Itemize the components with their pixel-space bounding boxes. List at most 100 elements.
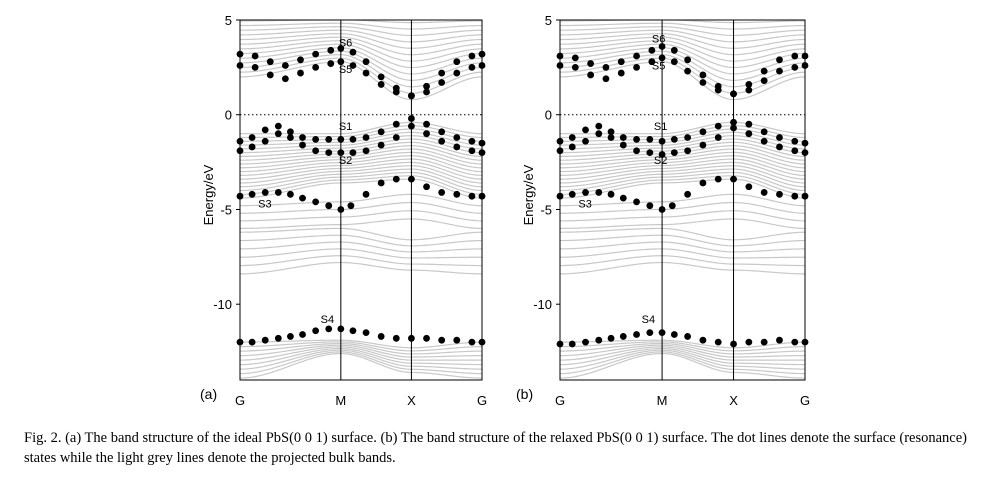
bulk-band-line	[560, 151, 805, 169]
surface-state-point	[745, 338, 753, 346]
surface-state-point	[730, 124, 737, 132]
surface-state-point	[648, 46, 656, 54]
surface-state-point	[745, 86, 753, 94]
surface-state-point	[468, 63, 476, 71]
bulk-band-line	[560, 155, 805, 173]
bulk-band-line	[560, 36, 805, 56]
surface-state-point	[468, 338, 476, 346]
surface-state-point	[646, 135, 654, 143]
surface-state-point	[337, 135, 345, 143]
surface-state-point	[568, 190, 576, 198]
surface-state-point	[281, 62, 289, 69]
surface-state-point	[745, 120, 753, 128]
surface-state-point	[408, 122, 415, 130]
bulk-band-line	[240, 43, 482, 69]
surface-state-point	[633, 147, 640, 155]
surface-state-point	[312, 198, 320, 206]
bulk-band-line	[240, 158, 482, 176]
surface-state-point	[607, 134, 615, 141]
surface-state-point	[468, 192, 476, 200]
surface-state-label: S3	[578, 199, 591, 211]
surface-state-point	[392, 175, 400, 183]
surface-state-point	[633, 52, 640, 60]
surface-state-point	[362, 134, 370, 141]
bulk-band-line	[560, 57, 805, 94]
surface-state-point	[668, 202, 676, 210]
surface-state-point	[438, 137, 446, 145]
bulk-band-line	[560, 29, 805, 43]
bulk-band-line	[240, 131, 482, 146]
surface-state-point	[337, 206, 345, 213]
bulk-band-line	[240, 347, 482, 366]
surface-state-point	[408, 334, 415, 342]
surface-state-point	[453, 143, 461, 151]
surface-state-point	[438, 189, 446, 196]
y-tick-label: 5	[225, 13, 232, 28]
surface-state-point	[349, 135, 357, 143]
surface-state-point	[312, 135, 320, 143]
surface-states	[556, 43, 809, 348]
surface-state-point	[297, 56, 304, 64]
surface-state-point	[582, 338, 589, 346]
bulk-band-line	[240, 36, 482, 56]
bulk-band-line	[240, 201, 482, 214]
surface-state-point	[699, 141, 707, 149]
surface-state-point	[453, 134, 461, 141]
bulk-band-line	[560, 26, 805, 37]
surface-state-point	[699, 79, 707, 86]
bulk-band-line	[240, 161, 482, 180]
surface-state-point	[670, 331, 678, 338]
surface-state-point	[776, 190, 783, 198]
bulk-band-line	[560, 131, 805, 146]
surface-state-point	[648, 58, 656, 66]
surface-state-point	[791, 52, 799, 60]
surface-state-point	[392, 134, 400, 141]
bulk-band-line	[240, 148, 482, 165]
surface-state-point	[587, 60, 595, 67]
surface-state-point	[730, 340, 737, 348]
y-tick-label: 5	[545, 13, 552, 28]
k-point-label: G	[235, 393, 245, 408]
k-point-label: M	[657, 393, 668, 408]
surface-state-point	[684, 56, 692, 64]
bulk-band-line	[240, 171, 482, 192]
surface-state-point	[274, 122, 282, 130]
surface-state-point	[619, 134, 627, 141]
bulk-band-line	[560, 47, 805, 75]
surface-state-point	[287, 128, 294, 136]
surface-state-point	[776, 143, 783, 151]
bulk-band-line	[240, 175, 482, 195]
y-tick-label: -10	[213, 297, 232, 312]
surface-state-point	[325, 149, 333, 157]
surface-state-point	[251, 52, 259, 60]
surface-state-point	[791, 338, 799, 346]
bulk-band-line	[240, 341, 482, 352]
surface-state-point	[377, 179, 385, 187]
surface-state-point	[714, 338, 722, 346]
surface-state-point	[568, 340, 576, 348]
bulk-band-line	[560, 344, 805, 358]
surface-state-point	[274, 189, 282, 196]
surface-state-point	[633, 63, 640, 71]
bulk-band-line	[560, 145, 805, 161]
surface-state-point	[423, 334, 430, 342]
surface-state-point	[714, 175, 722, 183]
bulk-band-line	[560, 349, 805, 370]
bulk-band-line	[560, 201, 805, 214]
y-tick-label: -5	[220, 202, 232, 217]
bulk-band-line	[240, 234, 482, 247]
surface-state-label: S4	[642, 314, 655, 326]
surface-state-point	[760, 137, 768, 145]
surface-state-point	[377, 73, 385, 81]
bulk-band-line	[240, 261, 482, 275]
surface-state-point	[684, 190, 692, 198]
surface-state-point	[582, 126, 589, 134]
surface-state-point	[646, 149, 654, 157]
bulk-band-line	[560, 346, 805, 361]
y-axis-label: Energy/eV	[201, 164, 216, 225]
surface-state-point	[438, 79, 446, 86]
bulk-band-line	[560, 158, 805, 176]
bulk-band-line	[560, 175, 805, 195]
bulk-band-line	[240, 151, 482, 169]
surface-state-point	[745, 183, 753, 191]
